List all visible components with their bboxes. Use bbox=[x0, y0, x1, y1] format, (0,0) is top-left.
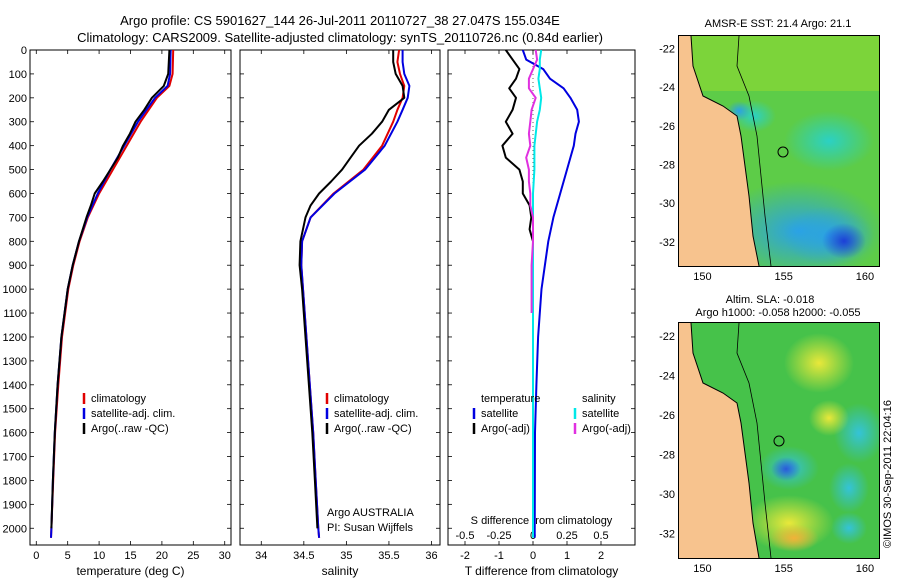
salinity-annotation-line2: PI: Susan Wijffels bbox=[327, 522, 413, 534]
temperature-axis-tick-label: 30 bbox=[219, 550, 231, 562]
depth-tick-label: 1400 bbox=[3, 380, 27, 392]
temperature-legend-satellite-label: satellite-adj. clim. bbox=[91, 408, 175, 420]
salinity-axis-label: salinity bbox=[322, 564, 359, 578]
depth-tick-label: 1100 bbox=[3, 308, 27, 320]
salinity-axis-tick-label: 35 bbox=[340, 550, 352, 562]
sla-map-y-tick-label: -32 bbox=[659, 528, 675, 540]
figure-title-line1: Argo profile: CS 5901627_144 26-Jul-2011… bbox=[120, 13, 560, 28]
salinity-legend-argo-label: Argo(..raw -QC) bbox=[334, 423, 412, 435]
sst-map-x-tick-label: 155 bbox=[775, 271, 793, 283]
temperature-series-climatology bbox=[50, 49, 175, 538]
depth-tick-label: 1200 bbox=[3, 332, 27, 344]
sst-map-x-tick-label: 160 bbox=[856, 271, 874, 283]
t-difference-axis-tick-label: 0 bbox=[530, 550, 536, 562]
s-difference-tick-label: 0.25 bbox=[556, 530, 577, 542]
salinity-legend-satellite-label: satellite-adj. clim. bbox=[334, 408, 418, 420]
depth-tick-label: 900 bbox=[9, 260, 27, 272]
sla-map-x-tick-label: 155 bbox=[775, 563, 793, 575]
sst-map-y-tick-label: -22 bbox=[659, 44, 675, 56]
temperature-axis-tick-label: 25 bbox=[187, 550, 199, 562]
depth-tick-label: 500 bbox=[9, 165, 27, 177]
temperature-axis-tick-label: 10 bbox=[93, 550, 105, 562]
sla-map-title: Altim. SLA: -0.018 bbox=[726, 294, 815, 306]
depth-tick-label: 1700 bbox=[3, 452, 27, 464]
depth-tick-label: 200 bbox=[9, 93, 27, 105]
t-difference-axis-label: T difference from climatology bbox=[465, 564, 619, 578]
salinity-annotation-line1: Argo AUSTRALIA bbox=[327, 507, 414, 519]
difference-panel-frame bbox=[447, 49, 636, 546]
s-difference-tick-label: 0.5 bbox=[593, 530, 608, 542]
salinity-panel-frame bbox=[239, 49, 441, 546]
difference-series-s-argo bbox=[525, 49, 539, 313]
temperature-series-satellite bbox=[50, 49, 172, 538]
difference-legend-s-argo-label: Argo(-adj) bbox=[582, 423, 631, 435]
temperature-axis-tick-label: 5 bbox=[65, 550, 71, 562]
depth-tick-label: 1900 bbox=[3, 499, 27, 511]
depth-tick-label: 1300 bbox=[3, 356, 27, 368]
figure-title-line2: Climatology: CARS2009. Satellite-adjuste… bbox=[77, 30, 603, 45]
sst-map-x-tick-label: 150 bbox=[693, 271, 711, 283]
temperature-axis-tick-label: 0 bbox=[33, 550, 39, 562]
difference-series-s-satellite bbox=[532, 49, 543, 538]
depth-tick-label: 1000 bbox=[3, 284, 27, 296]
salinity-axis-tick-label: 34.5 bbox=[293, 550, 314, 562]
s-difference-axis-label: S difference from climatology bbox=[471, 515, 613, 527]
salinity-axis-tick-label: 35.5 bbox=[378, 550, 399, 562]
sla-map-y-tick-label: -30 bbox=[659, 489, 675, 501]
temperature-legend-argo-label: Argo(..raw -QC) bbox=[91, 423, 169, 435]
temperature-series-argo bbox=[50, 49, 171, 529]
sst-map-y-tick-label: -32 bbox=[659, 237, 675, 249]
sst-map-image bbox=[679, 36, 879, 266]
sla-map bbox=[678, 322, 880, 559]
sst-map-y-tick-label: -26 bbox=[659, 121, 675, 133]
sla-map-y-tick-label: -22 bbox=[659, 331, 675, 343]
salinity-series-argo bbox=[298, 50, 406, 529]
difference-legend-temperature-title: temperature bbox=[481, 393, 540, 405]
t-difference-axis-tick-label: -1 bbox=[494, 550, 504, 562]
t-difference-axis-tick-label: 2 bbox=[598, 550, 604, 562]
sst-map bbox=[678, 35, 880, 267]
temperature-axis-tick-label: 15 bbox=[124, 550, 136, 562]
temperature-legend-climatology-label: climatology bbox=[91, 393, 147, 405]
salinity-axis-tick-label: 34 bbox=[255, 550, 267, 562]
depth-tick-label: 1600 bbox=[3, 428, 27, 440]
sla-map-y-tick-label: -28 bbox=[659, 449, 675, 461]
difference-legend-t-satellite-label: satellite bbox=[481, 408, 518, 420]
difference-legend-s-satellite-label: satellite bbox=[582, 408, 619, 420]
depth-tick-label: 2000 bbox=[3, 523, 27, 535]
sst-map-title: AMSR-E SST: 21.4 Argo: 21.1 bbox=[705, 18, 852, 30]
depth-tick-label: 400 bbox=[9, 141, 27, 153]
s-difference-tick-label: -0.5 bbox=[456, 530, 475, 542]
sst-map-y-tick-label: -30 bbox=[659, 198, 675, 210]
difference-legend-t-argo-label: Argo(-adj) bbox=[481, 423, 530, 435]
depth-tick-label: 300 bbox=[9, 117, 27, 129]
footer-credit: ©IMOS 30-Sep-2011 22:04:16 bbox=[882, 400, 894, 548]
difference-legend-salinity-title: salinity bbox=[582, 393, 616, 405]
sla-map-x-tick-label: 150 bbox=[693, 563, 711, 575]
depth-tick-label: 1500 bbox=[3, 404, 27, 416]
sla-map-y-tick-label: -24 bbox=[659, 370, 675, 382]
sla-map-x-tick-label: 160 bbox=[856, 563, 874, 575]
salinity-legend-climatology-label: climatology bbox=[334, 393, 390, 405]
depth-tick-label: 100 bbox=[9, 69, 27, 81]
depth-tick-label: 0 bbox=[21, 45, 27, 57]
sla-map-image bbox=[679, 323, 879, 558]
depth-tick-label: 600 bbox=[9, 188, 27, 200]
temperature-panel-frame bbox=[29, 49, 232, 546]
s-difference-tick-label: -0.25 bbox=[486, 530, 511, 542]
sla-map-subtitle: Argo h1000: -0.058 h2000: -0.055 bbox=[695, 307, 860, 319]
salinity-axis-tick-label: 36 bbox=[425, 550, 437, 562]
t-difference-axis-tick-label: 1 bbox=[564, 550, 570, 562]
sla-map-y-tick-label: -26 bbox=[659, 410, 675, 422]
sst-map-y-tick-label: -24 bbox=[659, 82, 675, 94]
salinity-series-climatology bbox=[300, 49, 406, 538]
difference-series-t-satellite bbox=[521, 49, 580, 538]
sst-map-y-tick-label: -28 bbox=[659, 159, 675, 171]
depth-tick-label: 1800 bbox=[3, 475, 27, 487]
t-difference-axis-tick-label: -2 bbox=[460, 550, 470, 562]
depth-tick-label: 800 bbox=[9, 236, 27, 248]
temperature-axis-label: temperature (deg C) bbox=[76, 564, 184, 578]
depth-tick-label: 700 bbox=[9, 212, 27, 224]
temperature-axis-tick-label: 20 bbox=[156, 550, 168, 562]
